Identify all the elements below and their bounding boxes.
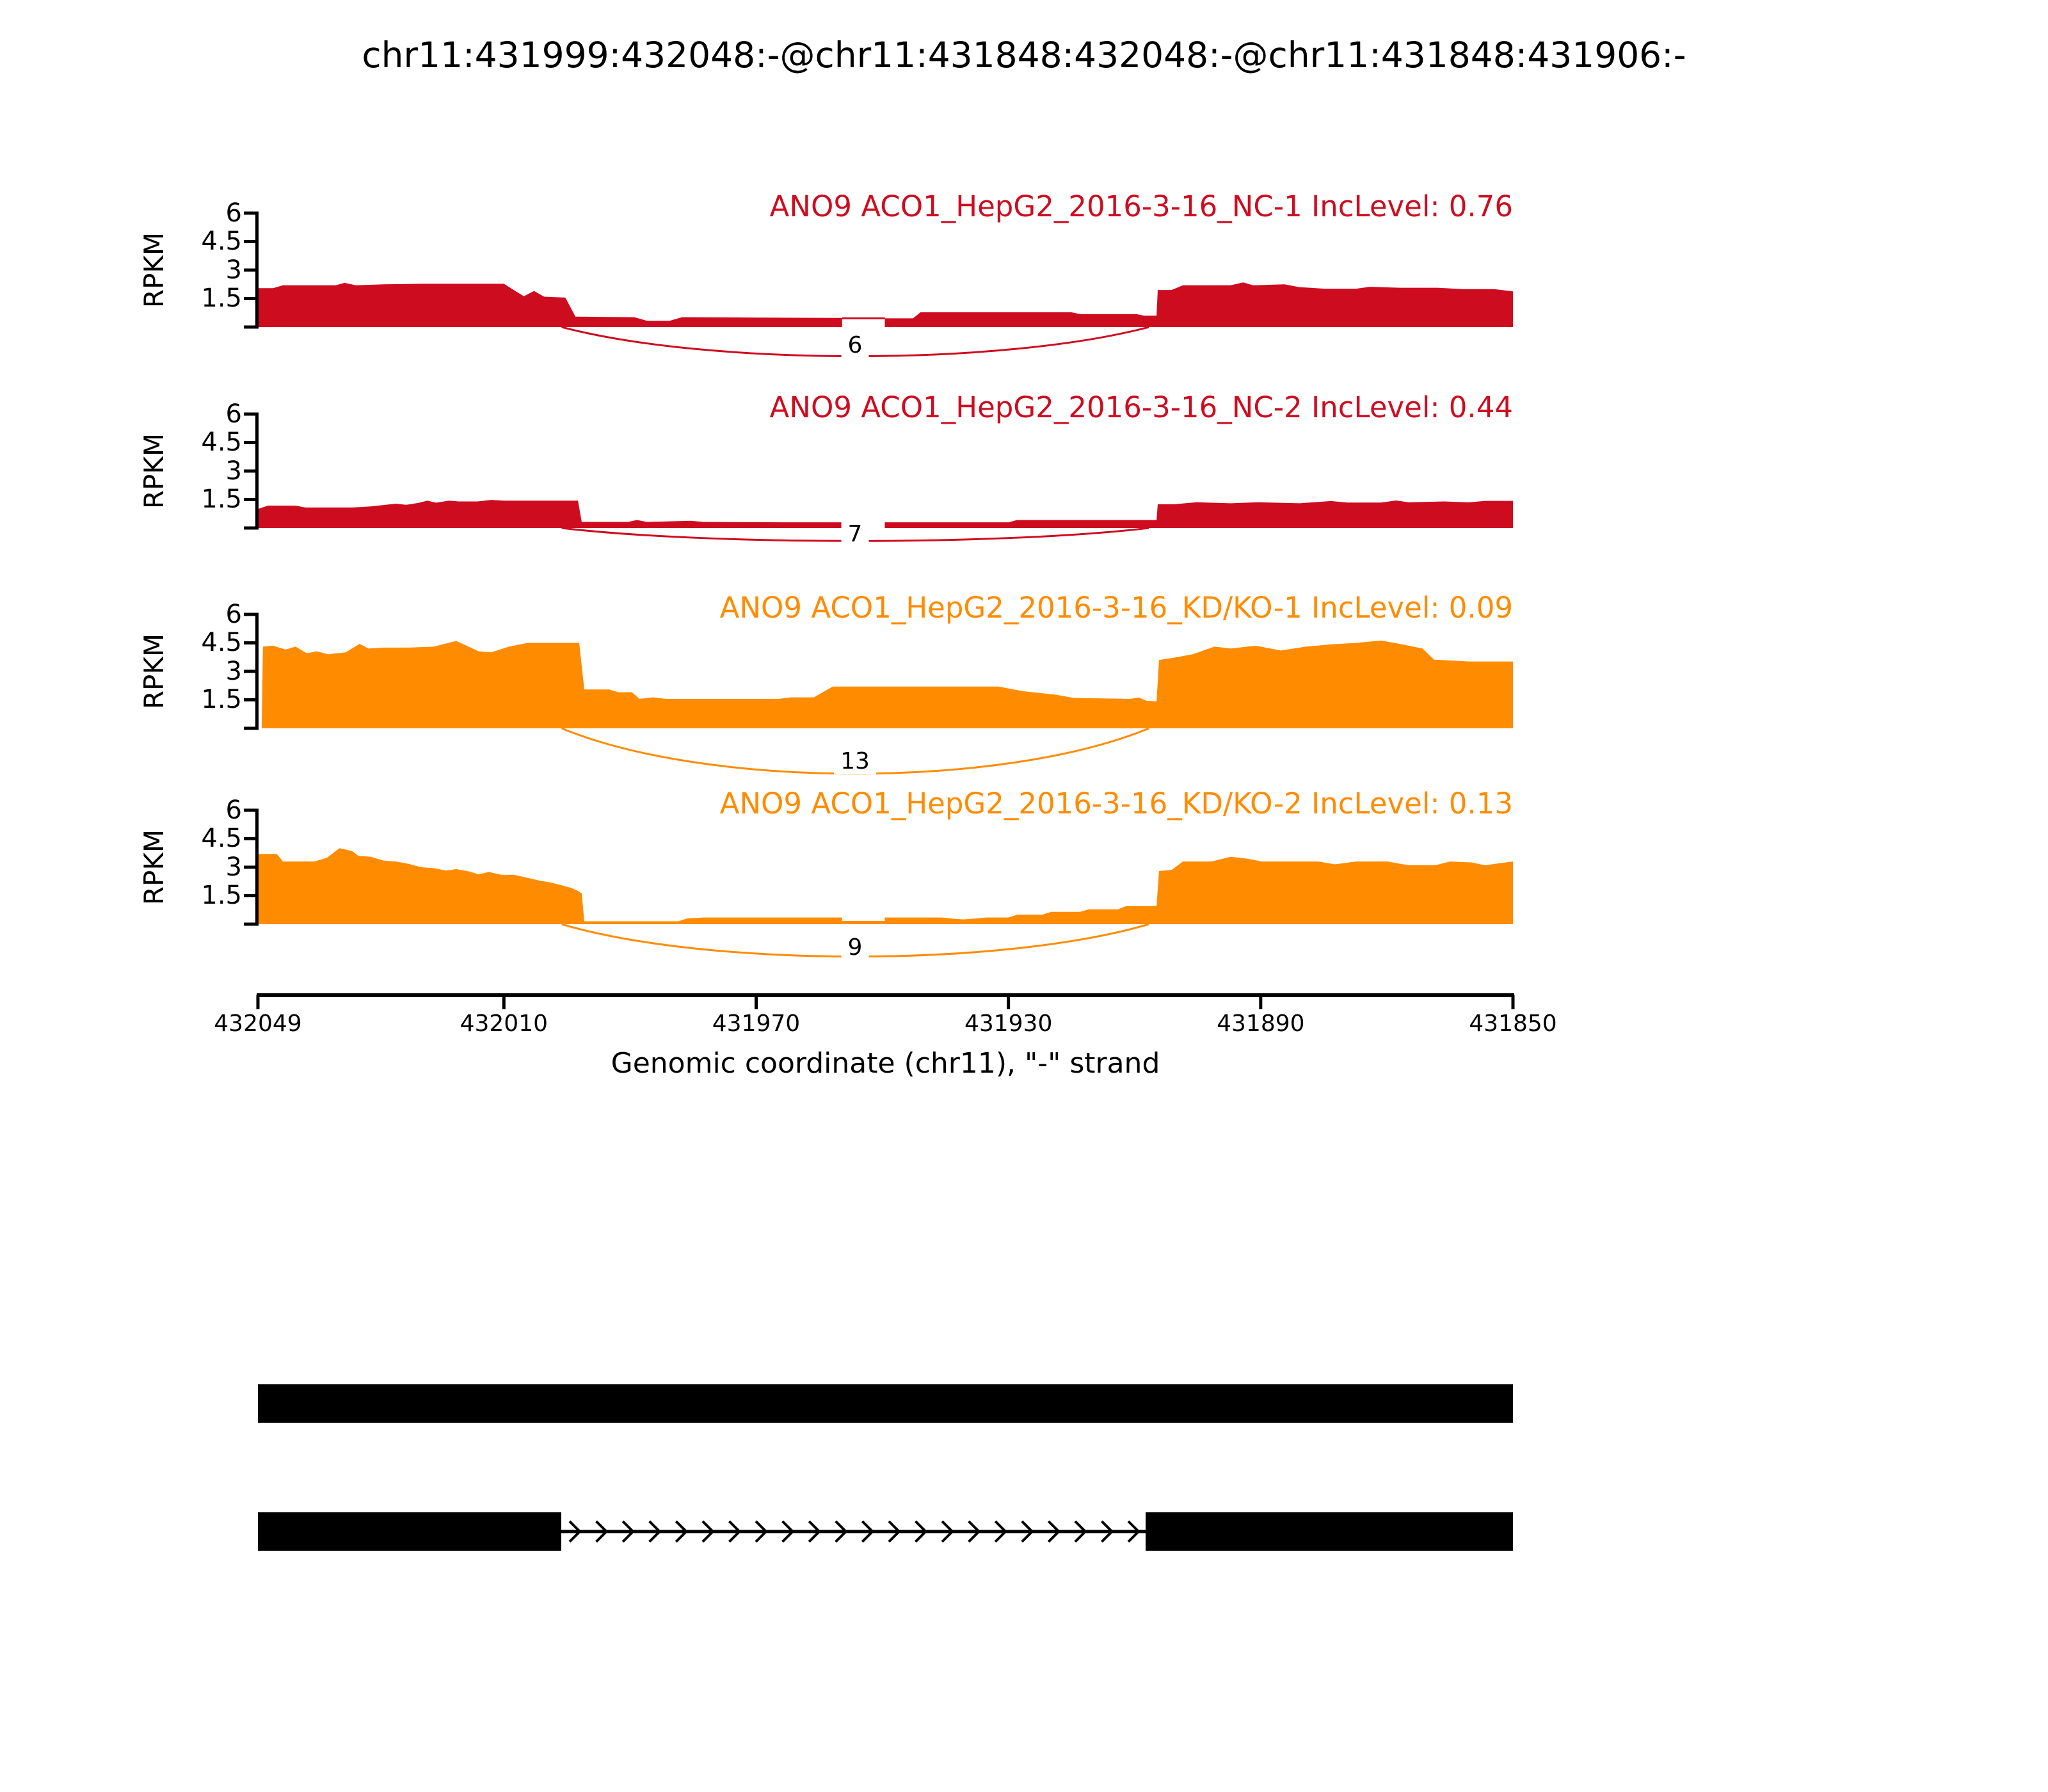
x-tick-label: 431890 xyxy=(1217,1011,1305,1037)
isoform-2-exon-block xyxy=(1146,1512,1513,1551)
isoform-1-exon-block xyxy=(258,1384,1513,1423)
coverage-area-track-4 xyxy=(258,848,842,924)
track-1-junction-count: 6 xyxy=(841,333,869,358)
y-tick-label: 4.5 xyxy=(201,428,242,458)
intron-strand-arrow-icon xyxy=(915,1520,928,1543)
y-tick-label: 1.5 xyxy=(201,484,242,515)
intron-strand-arrow-icon xyxy=(621,1520,635,1543)
intron-strand-arrow-icon xyxy=(781,1520,795,1543)
y-tick-label: 1.5 xyxy=(201,284,242,314)
x-tick-label: 431930 xyxy=(964,1011,1053,1037)
intron-strand-arrow-icon xyxy=(595,1520,609,1543)
y-tick-label: 4.5 xyxy=(201,227,242,257)
y-tick-label: 6 xyxy=(225,399,242,429)
coverage-gap-strip xyxy=(842,921,885,924)
x-tick-label: 431850 xyxy=(1469,1011,1557,1037)
intron-strand-arrow-icon xyxy=(835,1520,848,1543)
y-tick-label: 3 xyxy=(225,456,242,486)
track-2-title: ANO9 ACO1_HepG2_2016-3-16_NC-2 IncLevel:… xyxy=(769,390,1513,424)
intron-strand-arrow-icon xyxy=(1101,1520,1114,1543)
intron-strand-arrow-icon xyxy=(994,1520,1007,1543)
track-1-title: ANO9 ACO1_HepG2_2016-3-16_NC-1 IncLevel:… xyxy=(769,189,1513,223)
x-tick-label: 431970 xyxy=(712,1011,801,1037)
intron-strand-arrow-icon xyxy=(701,1520,715,1543)
y-tick-label: 6 xyxy=(225,599,242,629)
coverage-area-track-3 xyxy=(261,640,1513,728)
y-tick-label: 3 xyxy=(225,255,242,285)
intron-strand-arrow-icon xyxy=(1047,1520,1061,1543)
intron-strand-arrow-icon xyxy=(941,1520,954,1543)
y-tick-label: 4.5 xyxy=(201,628,242,658)
intron-strand-arrow-icon xyxy=(675,1520,689,1543)
track-3-title: ANO9 ACO1_HepG2_2016-3-16_KD/KO-1 IncLev… xyxy=(719,591,1513,625)
x-tick-label: 432010 xyxy=(460,1011,548,1037)
coverage-area-track-2 xyxy=(258,500,842,528)
intron-strand-arrow-icon xyxy=(888,1520,901,1543)
figure-title: chr11:431999:432048:-@chr11:431848:43204… xyxy=(362,35,1686,76)
intron-strand-arrow-icon xyxy=(728,1520,742,1543)
y-tick-label: 3 xyxy=(225,852,242,882)
coverage-area-track-2 xyxy=(884,500,1513,528)
intron-strand-arrow-icon xyxy=(1021,1520,1034,1543)
intron-strand-arrow-icon xyxy=(1127,1520,1140,1543)
track-4-junction-count: 9 xyxy=(841,935,869,961)
intron-strand-arrow-icon xyxy=(1074,1520,1087,1543)
y-tick-label: 6 xyxy=(225,198,242,228)
intron-strand-arrow-icon xyxy=(808,1520,821,1543)
y-tick-label: 6 xyxy=(225,795,242,825)
y-tick-label: 1.5 xyxy=(201,881,242,911)
y-tick-label: 3 xyxy=(225,656,242,686)
y-tick-label: 4.5 xyxy=(201,824,242,854)
coverage-area-track-4 xyxy=(884,856,1513,924)
x-tick-label: 432049 xyxy=(214,1011,302,1037)
track-4-title: ANO9 ACO1_HepG2_2016-3-16_KD/KO-2 IncLev… xyxy=(719,787,1513,820)
intron-strand-arrow-icon xyxy=(648,1520,662,1543)
x-axis-label: Genomic coordinate (chr11), "-" strand xyxy=(611,1047,1160,1080)
track-2-junction-count: 7 xyxy=(841,522,869,547)
intron-strand-arrow-icon xyxy=(568,1520,582,1543)
track-3-junction-count: 13 xyxy=(834,749,876,774)
intron-strand-arrow-icon xyxy=(861,1520,875,1543)
intron-strand-arrow-icon xyxy=(755,1520,768,1543)
coverage-area-track-1 xyxy=(258,282,842,327)
isoform-2-exon-block xyxy=(258,1512,561,1551)
y-tick-label: 1.5 xyxy=(201,685,242,715)
intron-strand-arrow-icon xyxy=(968,1520,981,1543)
coverage-area-track-1 xyxy=(884,282,1513,327)
